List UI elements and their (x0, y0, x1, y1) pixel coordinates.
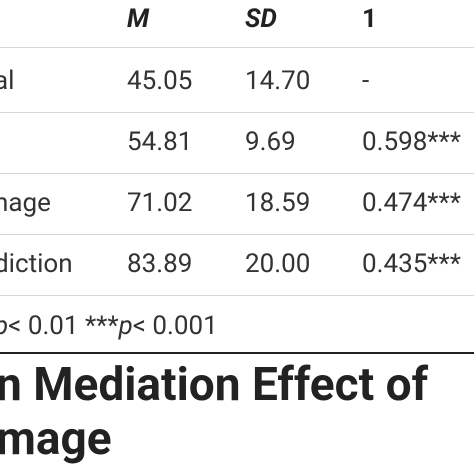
row-divider (0, 47, 474, 48)
table-cell: 45.05 (127, 66, 193, 96)
row-divider (0, 295, 474, 296)
row-divider (0, 173, 474, 174)
footnote-part: p (0, 311, 8, 341)
row-divider (0, 112, 474, 113)
table-cell: 54.81 (127, 127, 193, 157)
table-cell: 0.474*** (362, 188, 461, 218)
row-label: al (0, 66, 15, 96)
table-cell: - (362, 66, 370, 96)
table-cell: 0.598*** (362, 127, 461, 157)
table-cell: 18.59 (245, 188, 311, 218)
footnote-part: < 0.001 (132, 311, 218, 341)
column-header: 1 (362, 4, 377, 34)
row-label: nage (0, 188, 51, 218)
table-cell: 14.70 (245, 66, 311, 96)
table-cell: 71.02 (127, 188, 193, 218)
row-divider (0, 234, 474, 235)
footnote-part: < 0.01 *** (8, 311, 119, 341)
table-cell: 20.00 (245, 249, 311, 279)
footnote: p< 0.01 ***p< 0.001 (0, 311, 218, 341)
column-header: SD (245, 4, 277, 34)
section-divider (0, 352, 474, 354)
table-cell: 0.435*** (362, 249, 461, 279)
row-label: diction (0, 249, 73, 279)
section-heading: n Mediation Effect of (0, 358, 429, 412)
table-cell: 9.69 (245, 127, 296, 157)
column-header: M (127, 4, 150, 34)
table-cell: 83.89 (127, 249, 193, 279)
footnote-part: p (118, 311, 133, 341)
section-heading: mage (0, 412, 112, 466)
